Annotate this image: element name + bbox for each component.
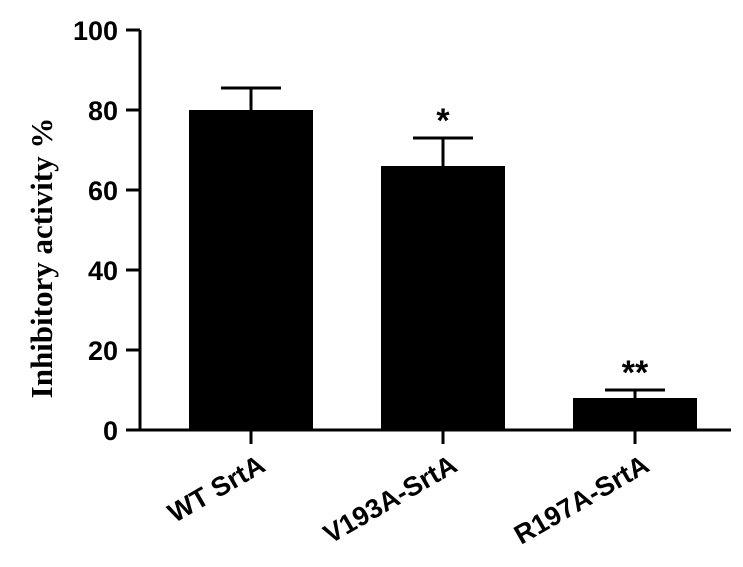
y-tick-label: 60 xyxy=(88,176,118,206)
x-tick-label: V193A-SrtA xyxy=(318,449,462,549)
y-axis-title: Inhibitory activity % xyxy=(24,118,59,399)
x-tick-label: WT SrtA xyxy=(163,449,270,528)
y-tick-label: 20 xyxy=(88,336,118,366)
significance-marker: * xyxy=(436,102,450,140)
bar xyxy=(573,398,697,430)
significance-marker: ** xyxy=(622,354,649,392)
y-tick-label: 0 xyxy=(103,416,118,446)
bar xyxy=(381,166,505,430)
y-tick-label: 100 xyxy=(73,16,118,46)
y-tick-label: 80 xyxy=(88,96,118,126)
y-tick-label: 40 xyxy=(88,256,118,286)
bar xyxy=(189,110,313,430)
x-tick-label: R197A-SrtA xyxy=(509,449,654,550)
